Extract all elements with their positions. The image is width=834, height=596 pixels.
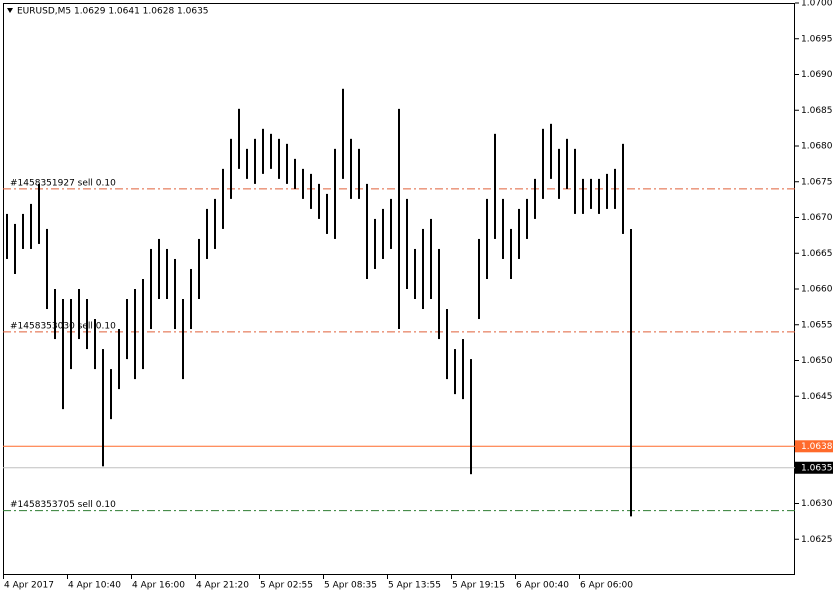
y-tick-label: 1.0650 [801, 356, 833, 366]
y-tick-label: 1.0690 [801, 70, 833, 80]
chart-header: EURUSD,M5 1.0629 1.0641 1.0628 1.0635 [17, 7, 209, 17]
price-label-box [795, 440, 833, 453]
price-label: 1.0635 [801, 463, 833, 473]
y-tick-label: 1.0680 [801, 142, 833, 152]
y-tick-label: 1.0685 [801, 106, 833, 116]
plot-frame [3, 3, 795, 575]
y-tick-label: 1.0630 [801, 499, 833, 509]
menu-triangle[interactable] [7, 8, 13, 13]
x-tick-label: 4 Apr 2017 [4, 581, 54, 591]
x-tick-label: 6 Apr 06:00 [580, 581, 633, 591]
x-tick-label: 5 Apr 19:15 [452, 581, 505, 591]
y-tick-label: 1.0660 [801, 285, 833, 295]
x-tick-label: 5 Apr 08:35 [324, 581, 377, 591]
y-tick-label: 1.0675 [801, 177, 833, 187]
x-tick-label: 5 Apr 13:55 [388, 581, 441, 591]
price-label: 1.0638 [801, 442, 833, 452]
y-tick-label: 1.0625 [801, 535, 833, 545]
y-tick-label: 1.0670 [801, 213, 833, 223]
x-tick-label: 5 Apr 02:55 [260, 581, 313, 591]
x-tick-label: 4 Apr 10:40 [68, 581, 121, 591]
order-label: #1458353705 sell 0.10 [10, 500, 116, 510]
y-tick-label: 1.0695 [801, 34, 833, 44]
x-tick-label: 4 Apr 21:20 [196, 581, 249, 591]
price-label-box [795, 461, 833, 474]
y-tick-label: 1.0645 [801, 392, 833, 402]
y-tick-label: 1.0655 [801, 320, 833, 330]
y-tick-label: 1.0700 [801, 0, 833, 9]
x-tick-label: 4 Apr 16:00 [132, 581, 185, 591]
order-label: #1458351927 sell 0.10 [10, 178, 116, 188]
x-tick-label: 6 Apr 00:40 [516, 581, 569, 591]
y-tick-label: 1.0665 [801, 249, 833, 259]
